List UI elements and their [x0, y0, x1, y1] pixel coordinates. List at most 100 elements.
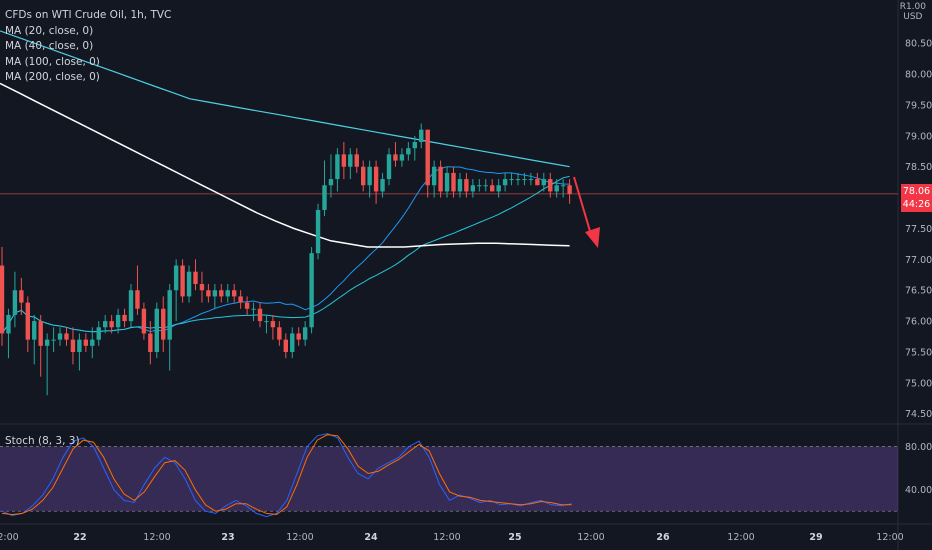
candle-body	[19, 290, 24, 303]
stoch-tick-label: 80.00	[905, 442, 932, 453]
candle-body	[457, 179, 463, 192]
candle	[438, 160, 443, 198]
candle	[270, 314, 276, 340]
candle-body	[219, 290, 224, 297]
candle	[296, 327, 301, 346]
candle-body	[38, 321, 43, 346]
price-tick-label: 78.50	[905, 162, 932, 173]
candle-body	[141, 308, 147, 334]
candle-body	[57, 333, 63, 340]
candle-countdown: 44:26	[902, 199, 931, 210]
candle	[161, 296, 166, 352]
time-tick-label: 12:00	[143, 532, 170, 543]
candle-body	[328, 179, 334, 186]
candle-body	[161, 308, 166, 340]
price-tick-label: 76.50	[905, 286, 932, 297]
candle	[173, 259, 179, 322]
candle	[425, 129, 430, 198]
time-tick-label: 29	[809, 532, 822, 543]
candle-body	[251, 308, 256, 310]
candle	[393, 142, 398, 167]
time-tick-label: 12:00	[286, 532, 313, 543]
stoch-d-line	[1, 434, 572, 516]
candle	[380, 172, 385, 198]
candle	[109, 314, 114, 334]
candle-body	[302, 327, 308, 340]
price-tick-label: 80.00	[905, 70, 932, 81]
candle-body	[244, 302, 250, 309]
candle	[560, 179, 566, 198]
candle-body	[90, 339, 95, 346]
candle	[167, 284, 172, 371]
candle-body	[206, 290, 211, 297]
candle-body	[367, 166, 372, 186]
candle	[83, 333, 89, 352]
candle-body	[32, 321, 37, 340]
candle	[548, 172, 553, 198]
candle-body	[515, 179, 521, 181]
candle	[206, 284, 211, 303]
candle-body	[122, 314, 127, 322]
candle	[302, 321, 308, 346]
candle-body	[412, 142, 417, 149]
candle-body	[541, 179, 546, 186]
candle-body	[554, 185, 559, 192]
candle	[457, 172, 463, 198]
chart-title: CFDs on WTI Crude Oil, 1h, TVC	[5, 9, 172, 21]
candle-body	[77, 339, 82, 352]
candle-body	[315, 209, 321, 254]
candle	[541, 172, 546, 192]
candle-body	[399, 154, 405, 161]
price-tick-label: 79.00	[905, 131, 932, 142]
stochastic-panel	[0, 433, 898, 518]
time-tick-label: 25	[508, 532, 521, 543]
candle-body	[70, 339, 76, 352]
candle	[186, 265, 192, 303]
candle	[193, 259, 198, 291]
price-tick-label: 76.00	[905, 317, 932, 328]
candle-body	[193, 271, 198, 285]
candle	[238, 290, 243, 309]
candle	[141, 302, 147, 340]
candle	[90, 327, 95, 359]
candle	[373, 160, 379, 204]
candle-body	[444, 172, 450, 192]
candle	[212, 284, 218, 309]
candle-body	[335, 154, 340, 180]
candle-body	[25, 302, 30, 340]
candle	[451, 166, 456, 198]
candle-body	[451, 172, 456, 192]
price-tick-label: 75.50	[905, 347, 932, 358]
candle-body	[296, 333, 301, 340]
candle-body	[103, 321, 108, 328]
candle	[219, 284, 224, 303]
legend-ma-100: MA (100, close, 0)	[5, 55, 100, 68]
candle	[335, 148, 340, 192]
candle-body	[567, 185, 572, 194]
candle-body	[0, 265, 5, 334]
legend-ma-20: MA (20, close, 0)	[5, 24, 94, 37]
candle-body	[199, 284, 205, 291]
candle-body	[186, 271, 192, 297]
arrow-shaft	[573, 176, 593, 239]
candle	[367, 160, 372, 198]
price-tick-label: 80.50	[905, 39, 932, 50]
legend-ma-40: MA (40, close, 0)	[5, 40, 94, 53]
candle	[251, 302, 256, 322]
candle	[148, 321, 153, 365]
candle-body	[6, 314, 11, 334]
candle	[515, 172, 521, 186]
candle-body	[109, 321, 114, 328]
candle	[77, 333, 82, 371]
candle	[115, 308, 121, 334]
candle	[470, 179, 476, 198]
ma-100-line	[0, 30, 570, 168]
candle	[464, 172, 469, 198]
candle-body	[83, 339, 89, 346]
time-tick-label: 24	[364, 532, 378, 543]
candle	[0, 247, 5, 346]
time-tick-label: 12:00	[876, 532, 903, 543]
candle	[309, 247, 314, 334]
candle	[38, 314, 43, 377]
